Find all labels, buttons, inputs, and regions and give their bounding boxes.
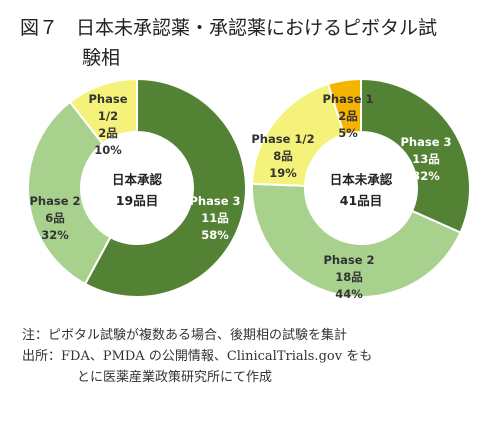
figure-title-line2: 験相 (82, 47, 121, 69)
slice-phase-3 (83, 77, 247, 298)
figure-number: 図７ (20, 17, 59, 39)
donut-chart-1: Phase 3 11品 58% Phase 2 6品 32%Phase 1/2 2品 10% 日本… (27, 77, 247, 298)
slice-label: Phase 1/2 8品 19% (251, 132, 314, 180)
slice-label: Phase 1 2品 5% (322, 92, 373, 140)
slice-phase-2 (27, 100, 112, 286)
figure-notes: 注：ピボタル試験が複数ある場合、後期相の試験を集計 出所：FDA、PMDA の公… (22, 325, 492, 388)
slice-phase-3 (360, 77, 471, 234)
source-line2: とに医薬産業政策研究所にて作成 (77, 370, 273, 385)
note-text: 注：ピボタル試験が複数ある場合、後期相の試験を集計 (22, 328, 348, 343)
figure-title-line1: 日本未承認薬・承認薬におけるピボタル試 (76, 17, 438, 39)
slice-label: Phase 2 6品 32% (29, 194, 80, 242)
slice-phase-1 (326, 77, 362, 136)
source-line1: 出所：FDA、PMDA の公開情報、ClinicalTrials.gov をも (22, 349, 373, 364)
center-label: 日本未承認 41品目 (330, 172, 393, 208)
slice-label: Phase 3 11品 58% (189, 194, 240, 242)
center-label: 日本承認 19品目 (112, 172, 163, 208)
slice-label: Phase 2 18品 44% (323, 253, 374, 301)
slice-phase-2 (251, 182, 462, 298)
slice-phase-1-2 (68, 77, 138, 146)
donut-chart-2: Phase 3 13品 32% Phase 2 18品 44% Phase 1/2 8品 19%… (251, 77, 471, 301)
slice-label: Phase 3 13品 32% (400, 135, 451, 183)
slice-label: Phase 1/2 2品 10% (88, 92, 127, 157)
